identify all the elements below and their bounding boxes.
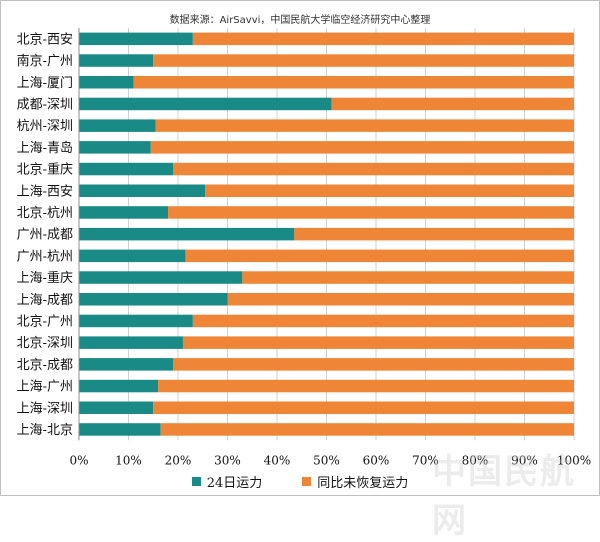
bar-segment-series-1 bbox=[79, 184, 206, 197]
bar-segment-series-2 bbox=[294, 227, 574, 241]
legend-swatch-series-2 bbox=[302, 477, 312, 486]
category-label: 北京-深圳 bbox=[17, 336, 73, 351]
category-label: 上海-青岛 bbox=[17, 140, 73, 156]
legend-item-series-1: 24日运力 bbox=[191, 472, 263, 491]
bar-segment-series-1 bbox=[79, 119, 156, 132]
bar-segment-series-1 bbox=[79, 162, 174, 176]
bar-segment-series-1 bbox=[79, 249, 186, 263]
bar-segment-series-2 bbox=[182, 336, 574, 349]
x-tick-label: 100% bbox=[557, 453, 591, 467]
category-label: 北京-重庆 bbox=[17, 162, 73, 178]
x-tick-label: 50% bbox=[313, 453, 340, 467]
x-tick-label: 90% bbox=[511, 453, 538, 467]
legend-item-series-2: 同比未恢复运力 bbox=[302, 472, 408, 491]
bar-segment-series-1 bbox=[79, 141, 151, 154]
bar-segment-series-2 bbox=[205, 184, 574, 197]
bar-segment-series-2 bbox=[150, 141, 574, 154]
bar-segment-series-2 bbox=[242, 271, 574, 284]
bar-segment-series-1 bbox=[79, 97, 332, 111]
bar-segment-series-2 bbox=[153, 401, 574, 414]
bar-segment-series-2 bbox=[155, 119, 574, 132]
watermark-logo: 中国民航网 bbox=[432, 452, 576, 541]
bar-segment-series-2 bbox=[173, 358, 575, 371]
category-label: 上海-深圳 bbox=[17, 401, 73, 416]
bar-segment-series-2 bbox=[185, 249, 575, 263]
bar-segment-series-1 bbox=[79, 314, 193, 328]
category-label: 北京-成都 bbox=[17, 358, 73, 373]
category-label: 北京-西安 bbox=[17, 32, 73, 47]
legend-swatch-series-1 bbox=[191, 477, 201, 486]
category-label: 上海-重庆 bbox=[17, 270, 73, 286]
bar-segment-series-1 bbox=[79, 32, 193, 46]
x-tick-label: 30% bbox=[214, 453, 241, 467]
bar-segment-series-1 bbox=[79, 336, 183, 349]
x-tick-label: 70% bbox=[412, 453, 439, 467]
x-tick-label: 0% bbox=[69, 453, 88, 467]
category-label: 广州-成都 bbox=[17, 228, 73, 243]
bar-segment-series-2 bbox=[192, 314, 574, 328]
category-label: 杭州-深圳 bbox=[17, 119, 73, 134]
category-label: 广州-杭州 bbox=[17, 249, 73, 264]
category-label: 上海-广州 bbox=[17, 380, 73, 395]
x-tick-label: 20% bbox=[165, 453, 192, 467]
bar-segment-series-2 bbox=[158, 379, 574, 393]
bar-segment-series-2 bbox=[192, 32, 574, 46]
stacked-bar-chart: 北京-西安南京-广州上海-厦门成都-深圳杭州-深圳上海-青岛北京-重庆上海-西安… bbox=[17, 28, 591, 467]
chart-legend: 24日运力 同比未恢复运力 bbox=[0, 472, 600, 491]
bar-segment-series-1 bbox=[79, 401, 154, 414]
category-label: 上海-厦门 bbox=[17, 76, 73, 91]
bar-segment-series-1 bbox=[79, 423, 161, 436]
bar-segment-series-1 bbox=[79, 227, 295, 241]
bar-segment-series-2 bbox=[331, 97, 574, 111]
bar-segment-series-1 bbox=[79, 358, 174, 371]
x-tick-label: 60% bbox=[363, 453, 390, 467]
bar-segment-series-1 bbox=[79, 54, 154, 67]
bar-segment-series-1 bbox=[79, 293, 228, 306]
x-tick-label: 40% bbox=[264, 453, 291, 467]
bar-segment-series-1 bbox=[79, 206, 169, 219]
category-label: 上海-北京 bbox=[17, 423, 73, 438]
bar-segment-series-2 bbox=[227, 293, 574, 306]
bar-segment-series-2 bbox=[153, 54, 574, 67]
bar-segment-series-2 bbox=[160, 423, 575, 436]
bar-segment-series-2 bbox=[168, 206, 574, 219]
legend-label-series-1: 24日运力 bbox=[206, 476, 263, 491]
category-label: 南京-广州 bbox=[17, 53, 73, 69]
legend-label-series-2: 同比未恢复运力 bbox=[317, 476, 409, 491]
bar-segment-series-1 bbox=[79, 76, 134, 89]
category-label: 上海-成都 bbox=[17, 293, 73, 308]
x-tick-label: 10% bbox=[115, 453, 142, 467]
category-label: 北京-杭州 bbox=[17, 206, 73, 221]
bar-segment-series-1 bbox=[79, 379, 159, 393]
bar-segment-series-2 bbox=[173, 162, 575, 176]
category-label: 成都-深圳 bbox=[17, 97, 73, 112]
bar-segment-series-1 bbox=[79, 271, 243, 284]
category-label: 北京-广州 bbox=[17, 314, 73, 329]
x-tick-label: 80% bbox=[462, 453, 489, 467]
category-label: 上海-西安 bbox=[17, 184, 73, 199]
data-source-note: 数据来源：AirSavvi，中国民航大学临空经济研究中心整理 bbox=[169, 15, 431, 26]
bar-segment-series-2 bbox=[133, 76, 574, 89]
